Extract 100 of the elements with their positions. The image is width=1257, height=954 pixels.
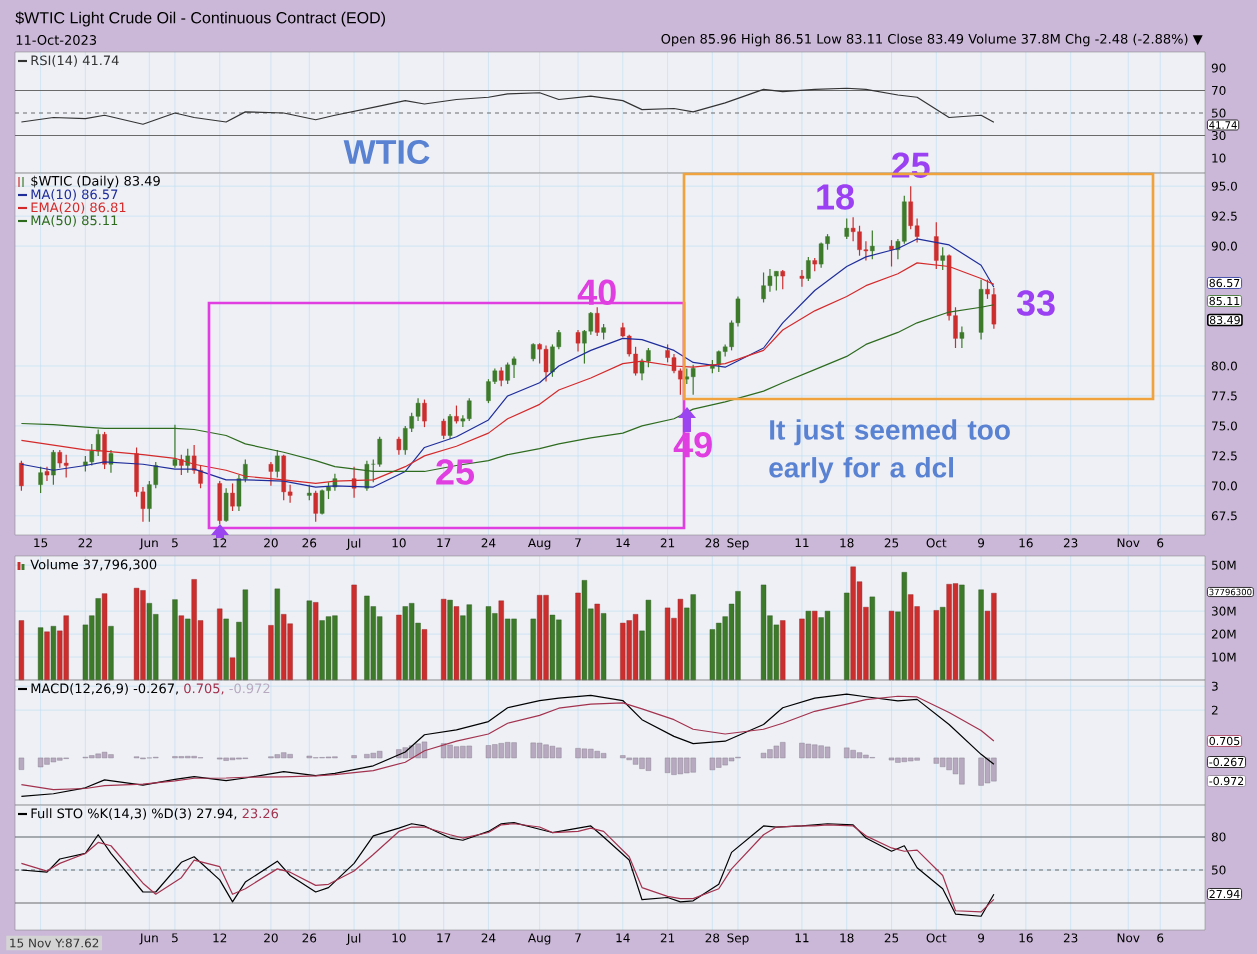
bar [780,620,786,681]
legend-label: EMA(20) 86.81 [31,202,126,214]
legend-label: MA(50) 85.11 [31,215,118,227]
candlestick [441,418,446,440]
bar [805,610,811,681]
y-tick-label: 50M [1211,560,1236,570]
y-tick-label: 50 [1211,865,1226,875]
bar [223,618,229,681]
candlestick [313,490,318,523]
x-tick-label: 14 [616,538,630,548]
y-tick-label: 2 [1211,705,1218,715]
text: 37796300 [1209,588,1252,596]
candlestick [422,398,427,428]
bar [421,629,428,681]
legend-label: MACD(12,26,9) -0.267, [31,683,178,695]
candlestick [51,449,56,486]
annotation: 25 [436,459,475,485]
text: 83.49 [1209,315,1240,325]
x-tick-label: 24 [481,538,496,548]
x-tick-label: 20 [264,538,278,548]
x-tick-label: Aug [528,933,551,945]
legend-label: Full STO %K(14,3) %D(3) 27.94, [31,808,237,820]
y-tick-label: 80 [1211,832,1226,842]
x-tick-label: 25 [884,538,899,548]
bar [44,631,50,681]
candlestick [594,306,600,337]
bar [101,593,108,681]
x-tick-label: 23 [1063,538,1078,548]
x-tick-label: 26 [302,538,317,548]
x-tick-label: Oct [926,933,947,943]
y-tick-label: 20M [1211,629,1236,639]
legend-label: Volume 37,796,300 [30,559,157,571]
y-tick-label: 3 [1211,681,1218,691]
text: -0.972 [1209,776,1244,786]
bar [600,613,607,681]
x-tick-label: Jul [346,538,361,550]
bar [498,600,504,681]
text: 27.94 [1209,889,1240,899]
bar [351,584,357,681]
y-tick-label: 80.0 [1211,361,1237,371]
x-tick-label: 10 [392,538,406,548]
x-tick-label: 18 [840,538,854,548]
x-tick-label: 9 [978,538,985,548]
candlestick [870,229,875,260]
bar [50,626,57,681]
bar [185,618,191,681]
annotation: 18 [817,184,854,210]
x-tick-label: 9 [978,933,985,943]
bar [869,596,875,681]
x-tick-label: Nov [1117,933,1140,943]
candlestick [498,366,504,387]
y-tick-label: 72.5 [1212,451,1237,461]
text: -0.972 [229,683,270,694]
x-tick-label: 10 [392,933,406,943]
x-tick-label: 7 [575,933,581,943]
x-tick-label: Sep [727,538,749,550]
candlestick [447,413,453,440]
candlestick [799,269,805,288]
y-tick-label: 30M [1211,606,1236,616]
bar [978,589,984,681]
bar [217,608,223,681]
y-tick-label: 70.0 [1212,481,1237,491]
y-tick-label: 77.5 [1212,391,1237,401]
x-tick-label: Aug [528,538,551,550]
bar [108,626,114,681]
text: 41.74 [1209,121,1237,129]
text: 86.57 [1209,278,1240,288]
x-tick-label: Jul [346,933,361,945]
bar [396,614,402,681]
bar [812,610,818,681]
y-tick-label: 30 [1211,130,1226,141]
y-tick-label: 90 [1211,63,1226,73]
text: 15 Nov Y:87.62 [10,938,99,948]
candlestick [959,325,965,349]
bar [37,627,44,681]
bar [351,755,357,759]
chart-title: $WTIC Light Crude Oil - Continuous Contract (EOD) [15,11,385,27]
candlestick [191,444,197,475]
x-tick-label: Sep [727,933,749,945]
x-tick-label: Jun [139,538,158,550]
x-tick-label: 26 [302,933,317,943]
x-tick-label: 18 [840,933,854,943]
text: 0.705, [184,683,224,695]
bar [178,615,184,681]
candlestick [172,424,178,469]
candlestick [275,449,280,479]
x-tick-label: 6 [1157,538,1164,548]
x-tick-label: 20 [264,933,278,943]
bar [940,607,946,681]
x-tick-label: 16 [1019,933,1033,943]
y-tick-label: 95.0 [1211,181,1237,191]
bar [274,588,280,681]
bar [18,757,25,770]
x-tick-label: 21 [660,538,675,548]
candlestick [230,482,235,512]
annotation: WTIC [343,139,430,165]
x-tick-label: 22 [78,538,92,548]
y-tick-label: 90.0 [1211,241,1237,251]
candlestick [780,269,785,290]
x-tick-label: 23 [1063,933,1078,943]
